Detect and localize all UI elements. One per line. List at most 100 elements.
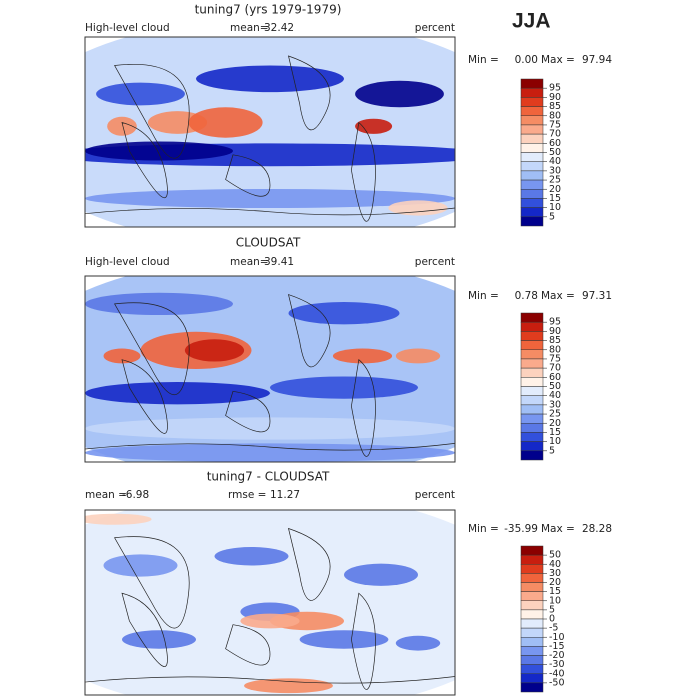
unit-label: percent [415, 256, 455, 268]
mean-value: 39.41 [264, 256, 294, 268]
coastline [121, 359, 168, 434]
colorbar-box [520, 573, 544, 583]
max-value: 28.28 [582, 523, 612, 535]
map-field [85, 276, 455, 462]
colorbar-box [520, 312, 544, 323]
colorbar-box [520, 189, 544, 199]
colorbar-box [520, 331, 544, 341]
mean-value: 32.42 [264, 22, 294, 34]
colorbar-label: 40 [549, 559, 561, 570]
colorbar-box [520, 395, 544, 406]
coastline [351, 121, 376, 222]
colorbar-box [520, 358, 544, 369]
field-blob [355, 118, 393, 134]
rmse-label: rmse = [228, 489, 266, 501]
colorbar-box [520, 441, 544, 452]
field-blob [244, 678, 333, 694]
colorbar-box [520, 133, 544, 144]
antarctic-coast [85, 443, 455, 451]
colorbar-box [520, 161, 544, 172]
colorbar-label: 50 [549, 381, 561, 392]
field-blob [270, 376, 418, 399]
field-blob [214, 547, 289, 566]
colorbar-label: 20 [549, 577, 561, 588]
colorbar-box [520, 582, 544, 592]
field-blob [196, 65, 344, 93]
colorbar-label: 80 [549, 110, 561, 121]
colorbar-label: 50 [549, 550, 561, 561]
max-label: Max = [541, 54, 575, 66]
colorbar-label: 60 [549, 372, 561, 383]
coastline [288, 294, 331, 368]
min-label: Min = [468, 523, 499, 535]
colorbar-box [520, 198, 544, 208]
field-blob [103, 348, 141, 364]
variable-label: High-level cloud [85, 256, 170, 268]
colorbar-label: 15 [549, 427, 561, 438]
mean-label: mean = [85, 489, 127, 501]
field-blob [240, 613, 300, 629]
colorbar-box [520, 124, 544, 135]
colorbar-box [520, 664, 544, 674]
colorbar-box [520, 655, 544, 665]
field-blob [103, 554, 178, 577]
colorbar-label: 95 [549, 317, 561, 328]
max-value: 97.31 [582, 290, 612, 302]
panel-title: tuning7 (yrs 1979-1979) [195, 3, 342, 17]
field-blob [332, 348, 393, 364]
colorbar-label: -15 [549, 641, 565, 652]
coastline [114, 64, 190, 159]
colorbar-box [520, 106, 544, 116]
colorbar-label: 5 [549, 604, 555, 615]
colorbar-label: 75 [549, 119, 561, 130]
map-field [85, 510, 455, 695]
colorbar-box [520, 207, 544, 218]
field-blob [122, 630, 196, 649]
colorbar-label: 15 [549, 586, 561, 597]
unit-label: percent [415, 22, 455, 34]
colorbar-label: 0 [549, 614, 555, 625]
coastline [121, 592, 168, 667]
colorbar-label: 20 [549, 418, 561, 429]
colorbar-box [520, 115, 544, 126]
colorbar-box [520, 423, 544, 433]
coastline [225, 390, 271, 433]
colorbar-box [520, 216, 544, 227]
colorbar-label: 90 [549, 326, 561, 337]
field-blob [188, 107, 263, 138]
colorbar-box [520, 349, 544, 360]
colorbar-label: -5 [549, 623, 558, 634]
colorbar-label: -20 [549, 650, 565, 661]
mean-label: mean= [230, 256, 269, 268]
panel-title: CLOUDSAT [236, 236, 301, 250]
field-blob [395, 635, 441, 651]
colorbar-box [520, 78, 544, 89]
coastline [121, 122, 168, 199]
coastline [351, 592, 376, 690]
colorbar-box [520, 152, 544, 162]
coastline [225, 154, 271, 197]
panel-title: tuning7 - CLOUDSAT [207, 470, 330, 484]
field-blob [388, 200, 448, 216]
colorbar-box [520, 367, 544, 378]
field-blob [355, 80, 444, 108]
colorbar-box [520, 545, 544, 556]
field-blob [85, 292, 233, 316]
field-blob [85, 37, 455, 227]
antarctic-coast [85, 676, 455, 684]
colorbar-label: 20 [549, 184, 561, 195]
mean-label: mean= [230, 22, 269, 34]
min-value: 0.00 [515, 54, 538, 66]
field-blob [85, 513, 152, 525]
colorbar-box [520, 609, 544, 620]
map-frame [84, 275, 456, 463]
colorbar-label: -30 [549, 659, 565, 670]
unit-label: percent [415, 489, 455, 501]
colorbar-box [520, 377, 544, 387]
rmse-value: 11.27 [270, 489, 300, 501]
max-value: 97.94 [582, 54, 612, 66]
colorbar-label: 5 [549, 211, 555, 222]
colorbar-box [520, 340, 544, 350]
colorbar-label: 30 [549, 399, 561, 410]
